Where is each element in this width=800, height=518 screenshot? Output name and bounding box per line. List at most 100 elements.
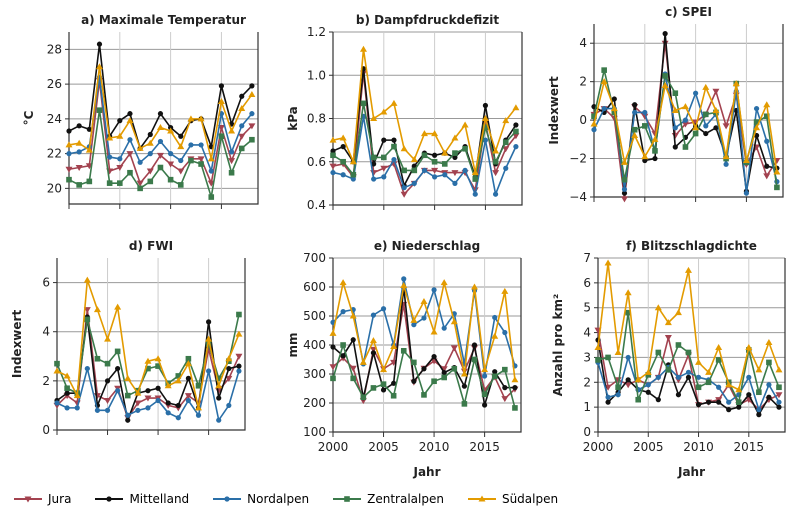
data-point: [228, 169, 235, 176]
data-point: [705, 368, 713, 375]
data-point: [641, 153, 649, 160]
data-point: [188, 142, 194, 148]
data-point: [713, 125, 719, 131]
data-point: [208, 194, 215, 200]
data-point: [175, 415, 181, 421]
data-point: [146, 168, 154, 175]
data-point: [66, 128, 72, 134]
data-point: [411, 378, 417, 384]
data-point: [155, 385, 161, 391]
xtick-label: 2010: [683, 440, 714, 454]
data-point: [167, 161, 175, 168]
data-point: [184, 393, 192, 400]
data-point: [775, 392, 783, 399]
legend-label: Jura: [48, 492, 72, 506]
data-point: [154, 355, 162, 362]
data-point: [482, 373, 488, 379]
data-point: [126, 151, 134, 158]
data-point: [360, 394, 367, 400]
data-point: [157, 111, 164, 117]
data-point: [615, 392, 621, 398]
data-point: [106, 180, 113, 186]
series-Südalpen: [329, 279, 519, 383]
data-point: [134, 400, 142, 407]
y-axis-label: kPa: [286, 106, 300, 131]
data-point: [238, 133, 246, 140]
data-point: [117, 156, 123, 162]
panel-2: −4 −2 0 2 4 c) SPEI Indexwert: [547, 5, 784, 204]
data-point: [106, 134, 114, 141]
data-point: [225, 375, 233, 382]
data-point: [621, 186, 628, 192]
data-point: [155, 397, 161, 404]
data-point: [746, 392, 752, 398]
data-point: [461, 401, 468, 407]
data-point: [156, 152, 164, 159]
data-point: [431, 167, 439, 174]
data-point: [491, 332, 499, 339]
xtick-label: 2000: [318, 440, 349, 454]
data-point: [249, 136, 255, 143]
data-point: [614, 348, 622, 355]
data-point: [235, 353, 243, 360]
data-point: [471, 169, 479, 176]
data-point: [175, 402, 181, 409]
data-point: [645, 389, 651, 395]
data-point: [472, 191, 478, 197]
data-point: [722, 153, 730, 160]
legend-label: Mittelland: [129, 492, 190, 506]
data-point: [492, 369, 498, 375]
series-Südalpen: [65, 63, 256, 162]
panel-title: e) Niederschlag: [374, 239, 480, 253]
ytick-label: 0.6: [307, 155, 326, 169]
data-point: [482, 402, 488, 408]
data-point: [512, 385, 518, 391]
data-point: [206, 368, 212, 374]
data-point: [370, 312, 377, 318]
data-point: [682, 144, 689, 150]
ytick-label: 500: [303, 309, 326, 323]
data-point: [702, 83, 710, 90]
data-point: [726, 399, 732, 405]
data-point: [380, 306, 387, 312]
data-point: [175, 373, 182, 379]
data-point: [157, 138, 164, 145]
data-point: [601, 67, 607, 73]
data-point: [695, 374, 702, 380]
data-point: [217, 97, 225, 104]
ytick-label: 300: [303, 367, 326, 381]
data-point: [400, 348, 407, 354]
data-point: [503, 165, 509, 171]
series-Zentralalpen: [330, 100, 519, 183]
data-point: [401, 167, 407, 174]
data-point: [54, 360, 60, 367]
data-point: [66, 176, 72, 183]
data-point: [652, 148, 658, 154]
panel-3: 0 2 4 6 d) FWI Indexwert: [10, 239, 246, 437]
ytick-label: 1.2: [307, 25, 326, 39]
data-point: [620, 196, 628, 203]
data-point: [381, 174, 387, 180]
data-point: [441, 374, 447, 381]
data-point: [117, 118, 123, 124]
data-point: [174, 377, 182, 384]
data-point: [776, 384, 782, 391]
data-point: [168, 151, 174, 157]
data-point: [665, 367, 672, 373]
data-point: [53, 367, 61, 374]
data-point: [674, 309, 682, 316]
data-point: [339, 279, 347, 286]
data-point: [340, 158, 346, 165]
data-point: [329, 163, 337, 170]
axes-frame: [56, 258, 246, 431]
data-point: [605, 399, 611, 405]
ytick-label: 6: [42, 276, 50, 290]
data-point: [125, 417, 131, 423]
y-axis-label: Anzahl pro km²: [551, 294, 565, 396]
data-point: [390, 392, 397, 399]
data-point: [136, 180, 144, 187]
data-point: [349, 365, 357, 372]
data-point: [746, 374, 752, 380]
data-point: [695, 384, 702, 391]
data-point: [84, 316, 91, 323]
